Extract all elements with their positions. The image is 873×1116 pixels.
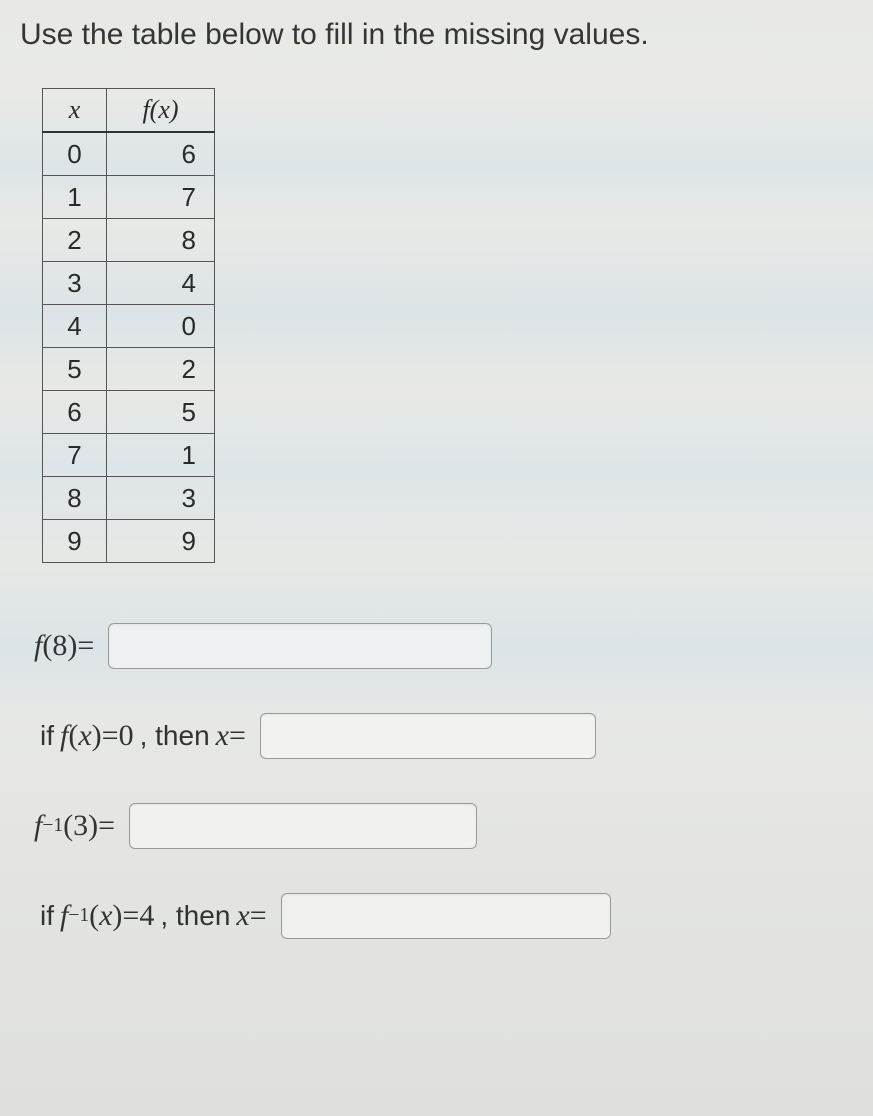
cell-x: 1 (43, 175, 107, 218)
q2-answer-input[interactable] (260, 713, 596, 759)
q3-answer-input[interactable] (129, 803, 477, 849)
q4-exp: −1 (68, 905, 89, 927)
q4-eq1: = (122, 899, 139, 933)
cell-x: 0 (43, 132, 107, 175)
questions-block: f(8) = if f(x) = 0, then x = f−1(3) = if… (34, 623, 853, 939)
table-row: 34 (43, 261, 215, 304)
q3-arg: 3 (73, 809, 88, 843)
question-3: f−1(3) = (34, 803, 853, 849)
cell-x: 6 (43, 390, 107, 433)
q4-open: ( (89, 899, 99, 933)
q4-close: ) (112, 899, 122, 933)
cell-fx: 9 (107, 519, 215, 562)
cell-x: 8 (43, 476, 107, 519)
table-row: 40 (43, 304, 215, 347)
q1-f: f (34, 629, 42, 663)
q2-x: x (216, 719, 229, 753)
q2-val: 0 (119, 719, 134, 753)
q3-eq: = (98, 809, 115, 843)
cell-x: 9 (43, 519, 107, 562)
q1-arg: 8 (52, 629, 67, 663)
q4-x: x (236, 899, 249, 933)
table-row: 65 (43, 390, 215, 433)
cell-x: 5 (43, 347, 107, 390)
instruction-text: Use the table below to fill in the missi… (20, 18, 853, 52)
q1-eq: = (77, 629, 94, 663)
cell-fx: 7 (107, 175, 215, 218)
cell-fx: 2 (107, 347, 215, 390)
cell-fx: 6 (107, 132, 215, 175)
question-2: if f(x) = 0, then x = (34, 713, 853, 759)
cell-x: 3 (43, 261, 107, 304)
q2-then: , then (140, 720, 210, 752)
q4-f: f (60, 899, 68, 933)
header-x: x (43, 89, 107, 133)
q4-eq2: = (250, 899, 267, 933)
table-row: 52 (43, 347, 215, 390)
q2-open: ( (68, 719, 78, 753)
q4-if: if (40, 900, 54, 932)
q4-val: 4 (139, 899, 154, 933)
q3-open: ( (63, 809, 73, 843)
table-header-row: x f(x) (43, 89, 215, 133)
cell-x: 2 (43, 218, 107, 261)
q1-close: ) (67, 629, 77, 663)
cell-fx: 0 (107, 304, 215, 347)
question-1: f(8) = (34, 623, 853, 669)
function-table-wrap: x f(x) 06172834405265718399 (42, 88, 853, 563)
cell-fx: 3 (107, 476, 215, 519)
cell-x: 7 (43, 433, 107, 476)
q3-f: f (34, 809, 42, 843)
q4-arg: x (99, 899, 112, 933)
cell-fx: 5 (107, 390, 215, 433)
q2-f: f (60, 719, 68, 753)
table-row: 17 (43, 175, 215, 218)
q4-then: , then (160, 900, 230, 932)
question-4: if f−1(x) = 4, then x = (34, 893, 853, 939)
header-fx: f(x) (107, 89, 215, 133)
function-table: x f(x) 06172834405265718399 (42, 88, 215, 563)
q1-answer-input[interactable] (108, 623, 492, 669)
table-row: 99 (43, 519, 215, 562)
cell-fx: 1 (107, 433, 215, 476)
q1-open: ( (42, 629, 52, 663)
table-row: 06 (43, 132, 215, 175)
q2-close: ) (92, 719, 102, 753)
table-row: 83 (43, 476, 215, 519)
q2-arg: x (78, 719, 91, 753)
q2-eq1: = (102, 719, 119, 753)
cell-fx: 8 (107, 218, 215, 261)
q3-close: ) (88, 809, 98, 843)
q4-answer-input[interactable] (281, 893, 611, 939)
table-row: 28 (43, 218, 215, 261)
q3-exp: −1 (42, 815, 63, 837)
q2-if: if (40, 720, 54, 752)
q2-eq2: = (229, 719, 246, 753)
cell-fx: 4 (107, 261, 215, 304)
cell-x: 4 (43, 304, 107, 347)
table-row: 71 (43, 433, 215, 476)
